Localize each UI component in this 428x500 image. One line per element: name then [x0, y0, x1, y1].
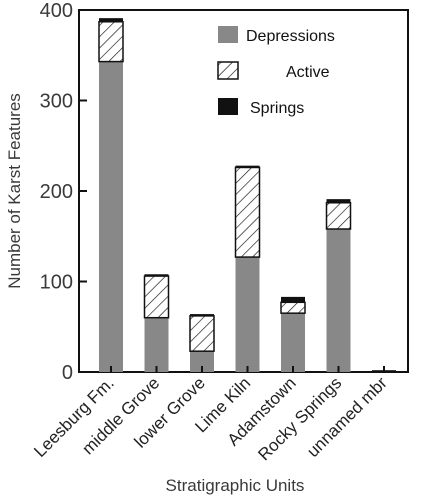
bar-segment-active	[98, 21, 124, 63]
bar-segment-active	[143, 275, 170, 319]
legend-swatch-depressions	[218, 26, 238, 43]
bar-segment-depressions	[190, 351, 214, 372]
y-tick-label: 0	[62, 362, 73, 384]
bar-segment-springs	[281, 296, 305, 303]
y-tick-label: 400	[40, 0, 73, 22]
bars-group	[98, 18, 396, 373]
legend-swatch-active	[217, 61, 239, 80]
y-axis-ticks: 0 100 200 300 400	[40, 0, 87, 384]
bar-segment-springs	[99, 18, 123, 22]
bar-segment-springs	[190, 314, 214, 316]
x-category-label: unnamed mbr	[303, 373, 391, 461]
x-category-label: Leesburg Fm.	[30, 373, 118, 461]
legend-swatch-springs	[218, 98, 238, 115]
legend-label-depressions: Depressions	[246, 28, 335, 45]
bar-segment-depressions	[144, 317, 169, 372]
y-tick-label: 300	[40, 91, 73, 113]
y-tick-label: 100	[40, 272, 73, 294]
bar-segment-depressions	[235, 257, 260, 372]
bar-segment-depressions	[281, 313, 305, 372]
bar-segment-springs	[235, 165, 260, 168]
bar-segment-depressions	[326, 229, 351, 372]
bar-segment-active	[280, 301, 306, 314]
y-tick-label: 200	[40, 181, 73, 203]
legend-label-springs: Springs	[250, 100, 304, 117]
bar-segment-springs	[326, 199, 351, 203]
bar-segment-active	[325, 202, 352, 230]
bar-segment-active	[189, 315, 215, 352]
x-axis-title: Stratigraphic Units	[166, 476, 305, 495]
bar-segment-springs	[144, 274, 169, 277]
bar-segment-active	[234, 166, 261, 258]
legend: Depressions Active Springs	[217, 26, 335, 117]
legend-label-active: Active	[286, 64, 330, 81]
bar-segment-depressions	[99, 61, 123, 373]
y-axis-title: Number of Karst Features	[5, 93, 24, 289]
